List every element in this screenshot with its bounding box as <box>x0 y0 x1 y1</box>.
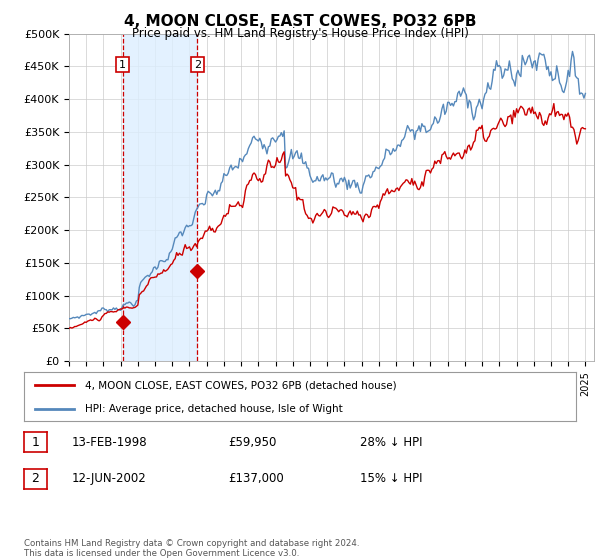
Text: Contains HM Land Registry data © Crown copyright and database right 2024.
This d: Contains HM Land Registry data © Crown c… <box>24 539 359 558</box>
Text: 4, MOON CLOSE, EAST COWES, PO32 6PB: 4, MOON CLOSE, EAST COWES, PO32 6PB <box>124 14 476 29</box>
Text: £59,950: £59,950 <box>228 436 277 449</box>
Text: 2: 2 <box>31 472 40 486</box>
Text: 1: 1 <box>119 60 126 70</box>
Text: 28% ↓ HPI: 28% ↓ HPI <box>360 436 422 449</box>
Text: HPI: Average price, detached house, Isle of Wight: HPI: Average price, detached house, Isle… <box>85 404 343 414</box>
Text: 2: 2 <box>194 60 201 70</box>
Text: 13-FEB-1998: 13-FEB-1998 <box>72 436 148 449</box>
Text: Price paid vs. HM Land Registry's House Price Index (HPI): Price paid vs. HM Land Registry's House … <box>131 27 469 40</box>
Text: £137,000: £137,000 <box>228 472 284 486</box>
Text: 15% ↓ HPI: 15% ↓ HPI <box>360 472 422 486</box>
Text: 1: 1 <box>31 436 40 449</box>
Text: 4, MOON CLOSE, EAST COWES, PO32 6PB (detached house): 4, MOON CLOSE, EAST COWES, PO32 6PB (det… <box>85 380 397 390</box>
Bar <box>123 34 197 361</box>
Text: 12-JUN-2002: 12-JUN-2002 <box>72 472 147 486</box>
